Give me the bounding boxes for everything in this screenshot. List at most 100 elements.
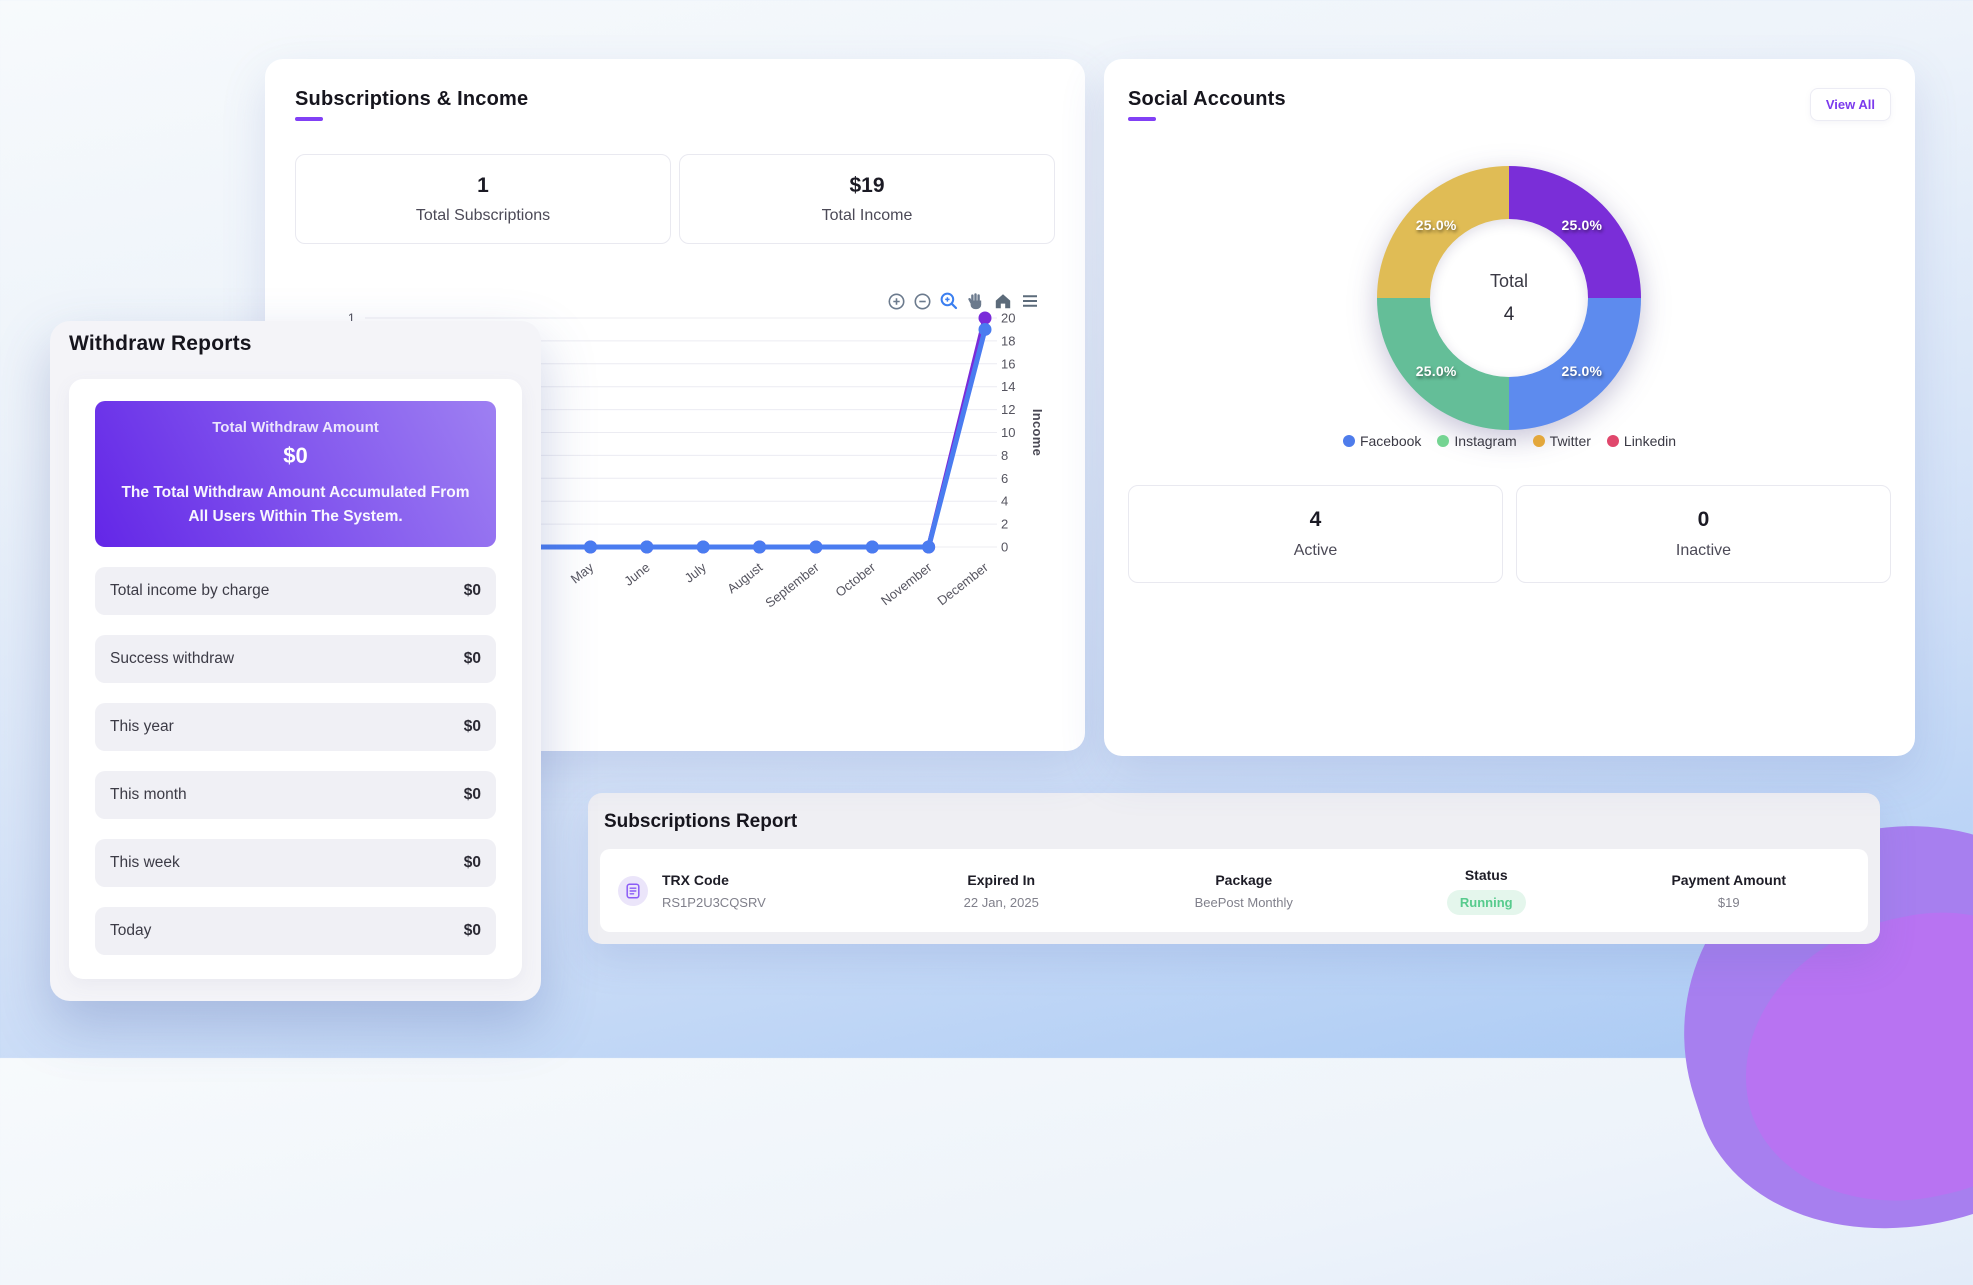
svg-text:14: 14 [1001, 379, 1015, 394]
withdraw-reports-title: Withdraw Reports [69, 332, 252, 355]
active-accounts-value: 4 [1309, 508, 1322, 531]
total-income-box: $19 Total Income [679, 154, 1055, 244]
subscriptions-report-section: Subscriptions Report TRX Code RS1P2U3CQS… [588, 793, 1880, 944]
svg-text:September: September [762, 559, 822, 610]
total-withdraw-summary: Total Withdraw Amount $0 The Total Withd… [95, 401, 496, 547]
legend-label: Instagram [1454, 433, 1517, 449]
column-header-payment-amount: Payment Amount [1671, 871, 1787, 888]
withdraw-row-label: This year [110, 718, 174, 735]
package-value: BeePost Monthly [1194, 894, 1293, 910]
column-header-expired-in: Expired In [967, 871, 1036, 888]
svg-text:1: 1 [348, 311, 355, 326]
svg-text:4: 4 [1001, 494, 1008, 509]
withdraw-row-value: $0 [463, 854, 481, 871]
withdraw-row-label: Today [110, 922, 152, 939]
receipt-icon-badge [618, 875, 648, 906]
legend-item-facebook[interactable]: Facebook [1342, 433, 1422, 449]
trx-code-value: RS1P2U3CQSRV [662, 894, 766, 910]
active-accounts-box: 4 Active [1128, 485, 1503, 583]
svg-text:December: December [934, 559, 991, 608]
total-income-value: $19 [849, 173, 885, 197]
donut-total-label: Total [1489, 270, 1529, 291]
home-icon[interactable] [993, 291, 1013, 311]
withdraw-row-value: $0 [463, 786, 481, 803]
withdraw-row-value: $0 [463, 650, 481, 667]
chart-toolbar [887, 291, 1040, 311]
pan-icon[interactable] [966, 291, 986, 311]
zoom-out-icon[interactable] [913, 292, 932, 311]
active-accounts-label: Active [1293, 542, 1338, 559]
inactive-accounts-label: Inactive [1675, 542, 1732, 559]
total-withdraw-label: Total Withdraw Amount [212, 418, 379, 436]
svg-text:Income: Income [1030, 409, 1045, 456]
svg-text:20: 20 [1001, 311, 1015, 326]
svg-text:0: 0 [1001, 540, 1008, 555]
legend-item-linkedin[interactable]: Linkedin [1606, 433, 1677, 449]
payment-amount-value: $19 [1717, 894, 1740, 910]
withdraw-row-this-week: This week $0 [95, 839, 496, 887]
legend-label: Facebook [1359, 433, 1422, 449]
total-subscriptions-value: 1 [477, 173, 489, 197]
column-header-package: Package [1215, 871, 1273, 888]
svg-text:8: 8 [1001, 448, 1008, 463]
legend-label: Linkedin [1623, 433, 1677, 449]
total-withdraw-value: $0 [283, 442, 308, 468]
svg-text:October: October [832, 559, 878, 600]
svg-text:6: 6 [1001, 471, 1008, 486]
withdraw-row-total-income-by-charge: Total income by charge $0 [95, 567, 496, 615]
legend-label: Twitter [1549, 433, 1591, 449]
withdraw-row-today: Today $0 [95, 907, 496, 955]
svg-text:June: June [621, 560, 652, 589]
donut-labels: 25.0% 25.0% 25.0% 25.0% [1377, 166, 1641, 430]
view-all-button[interactable]: View All [1809, 88, 1891, 121]
withdraw-row-success-withdraw: Success withdraw $0 [95, 635, 496, 683]
total-subscriptions-label: Total Subscriptions [415, 206, 551, 224]
social-accounts-card: Social Accounts View All 25.0% 25.0% 25.0%… [1104, 59, 1915, 756]
total-income-label: Total Income [821, 206, 913, 224]
donut-slice-label: 25.0% [1561, 217, 1603, 234]
expired-in-value: 22 Jan, 2025 [963, 894, 1039, 910]
withdraw-row-this-year: This year $0 [95, 703, 496, 751]
withdraw-row-label: Success withdraw [110, 650, 235, 667]
svg-text:18: 18 [1001, 333, 1015, 348]
donut-slice-label: 25.0% [1561, 362, 1603, 379]
subscriptions-report-row[interactable]: TRX Code RS1P2U3CQSRV Expired In 22 Jan,… [600, 849, 1868, 932]
social-accounts-title: Social Accounts [1128, 88, 1286, 110]
withdraw-row-label: This month [110, 786, 187, 803]
withdraw-reports-body: Total Withdraw Amount $0 The Total Withd… [69, 379, 522, 979]
withdraw-reports-card: Withdraw Reports Total Withdraw Amount $… [50, 321, 541, 1001]
zoom-in-icon[interactable] [887, 292, 906, 311]
donut-legend: Facebook Instagram Twitter Linkedin [1104, 433, 1915, 449]
legend-dot [1437, 435, 1450, 447]
svg-text:July: July [682, 559, 710, 585]
subscriptions-income-title: Subscriptions & Income [295, 88, 529, 110]
receipt-icon [626, 882, 640, 899]
svg-text:November: November [878, 559, 935, 608]
svg-text:12: 12 [1001, 402, 1015, 417]
legend-item-twitter[interactable]: Twitter [1532, 433, 1591, 449]
title-accent-bar [1128, 117, 1156, 121]
status-badge: Running [1446, 889, 1526, 915]
subscriptions-income-stats: 1 Total Subscriptions $19 Total Income [295, 154, 1055, 244]
donut-slice-label: 25.0% [1415, 217, 1457, 234]
donut-slice-label: 25.0% [1415, 362, 1457, 379]
svg-text:2: 2 [1001, 517, 1008, 532]
inactive-accounts-box: 0 Inactive [1516, 485, 1891, 583]
column-header-trx-code: TRX Code [662, 871, 729, 888]
legend-dot [1532, 435, 1545, 447]
donut-total-value: 4 [1503, 303, 1515, 325]
svg-text:10: 10 [1001, 425, 1015, 440]
menu-icon[interactable] [1020, 291, 1040, 311]
withdraw-row-label: Total income by charge [110, 582, 270, 599]
svg-text:May: May [568, 559, 597, 586]
donut-center: Total 4 [1430, 219, 1588, 377]
selection-zoom-icon[interactable] [939, 291, 959, 311]
column-header-status: Status [1464, 866, 1508, 883]
legend-dot [1342, 435, 1355, 447]
total-subscriptions-box: 1 Total Subscriptions [295, 154, 671, 244]
social-accounts-donut[interactable]: 25.0% 25.0% 25.0% 25.0% Total 4 [1377, 166, 1641, 430]
inactive-accounts-value: 0 [1697, 508, 1710, 531]
withdraw-row-this-month: This month $0 [95, 771, 496, 819]
legend-dot [1606, 435, 1619, 447]
legend-item-instagram[interactable]: Instagram [1437, 433, 1517, 449]
